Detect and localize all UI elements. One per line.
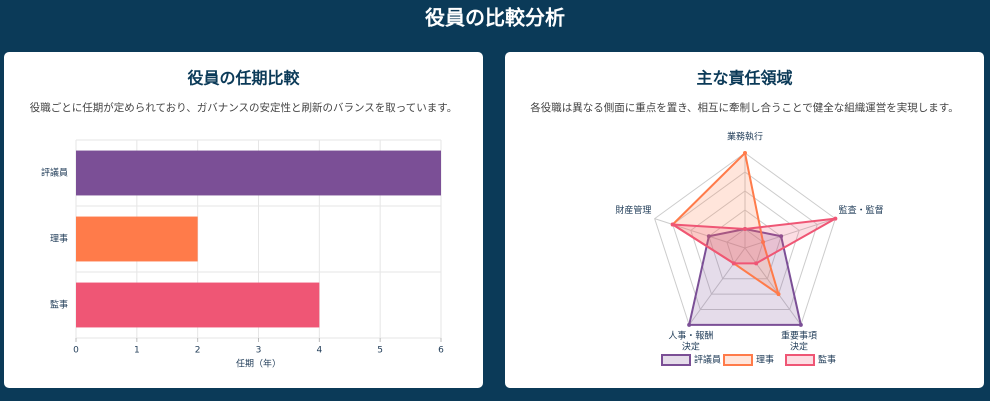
bar <box>76 150 441 196</box>
y-tick-label: 監事 <box>50 299 68 311</box>
axis-label: 監査・監督 <box>839 204 884 216</box>
x-tick-label: 1 <box>134 346 140 356</box>
y-tick-label: 理事 <box>50 233 68 245</box>
axis-label: 重要事項 <box>781 330 817 342</box>
legend-swatch <box>785 354 815 366</box>
axis-label: 決定 <box>682 341 700 353</box>
x-tick-label: 5 <box>377 346 383 356</box>
x-tick-label: 6 <box>438 346 444 356</box>
radar-point <box>754 261 759 266</box>
card-subtitle: 役職ごとに任期が定められており、ガバナンスの安定性と刷新のバランスを取っています… <box>30 101 457 114</box>
radar-point <box>761 240 766 245</box>
radar-point <box>798 322 803 327</box>
radar-point <box>706 234 711 239</box>
x-axis-label: 任期（年） <box>236 358 281 370</box>
legend-swatch <box>661 354 691 366</box>
card-title: 主な責任領域 <box>696 69 792 88</box>
axis-label: 人事・報酬 <box>668 330 713 342</box>
axis-label: 財産管理 <box>615 204 651 216</box>
radar-point <box>687 322 692 327</box>
legend-label: 監事 <box>818 354 836 366</box>
radar-point <box>743 151 747 155</box>
radar-point <box>731 261 736 266</box>
grid-ring <box>672 171 818 310</box>
spoke <box>654 218 746 249</box>
radar-point <box>743 227 747 231</box>
legend-label: 評議員 <box>694 354 721 366</box>
y-tick-label: 評議員 <box>41 167 68 179</box>
axis-label: 業務執行 <box>727 131 763 143</box>
x-tick-label: 3 <box>256 346 262 356</box>
bar <box>76 216 198 262</box>
radar-point <box>833 216 838 221</box>
x-tick-label: 0 <box>73 346 79 356</box>
spoke <box>688 247 746 326</box>
spoke <box>744 247 802 326</box>
card-subtitle: 各役職は異なる側面に重点を置き、相互に牽制し合うことで健全な組織運営を実現します… <box>530 101 958 114</box>
radar-point <box>776 292 781 297</box>
axis-label: 決定 <box>790 341 808 353</box>
spoke <box>744 218 836 249</box>
bar <box>76 282 320 328</box>
grid-ring <box>708 209 782 280</box>
legend-swatch <box>723 354 753 366</box>
radar-point <box>670 222 675 227</box>
x-tick-label: 2 <box>195 346 201 356</box>
radar-area <box>672 217 836 265</box>
legend-label: 理事 <box>756 354 774 366</box>
x-tick-label: 4 <box>316 346 322 356</box>
radar-point <box>779 234 784 239</box>
page-title: 役員の比較分析 <box>425 6 565 30</box>
card-title: 役員の任期比較 <box>187 69 300 88</box>
